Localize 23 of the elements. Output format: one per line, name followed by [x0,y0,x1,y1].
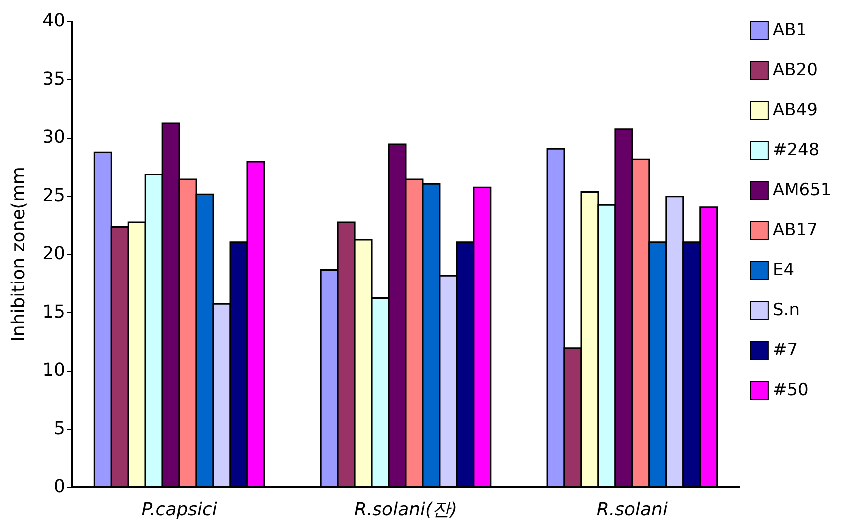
y-tick-label: 10 [42,360,66,381]
legend-label: #7 [773,340,798,360]
x-tick-label: R.solani [596,500,668,520]
legend-label: S.n [773,300,800,320]
y-tick-label: 35 [42,68,66,90]
y-tick-label: 5 [54,418,66,440]
y-tick-label: 40 [42,10,66,32]
legend-label: #50 [773,380,809,400]
y-tick-label: 15 [42,302,66,323]
x-tick-label: R.solani(잔) [354,500,458,520]
legend-label: AB17 [773,220,818,240]
x-tick-label: P.capsici [142,500,218,520]
legend-label: #248 [773,140,820,160]
y-axis-title: Inhibition zone(mm [8,167,30,342]
legend-label: AM651 [773,180,832,200]
legend-label: AB49 [773,100,818,120]
y-tick-label: 20 [42,244,66,264]
y-tick-label: 30 [42,127,66,148]
y-tick-label: 25 [42,185,66,206]
legend-label: AB1 [773,20,808,40]
legend-label: AB20 [773,60,818,80]
y-tick-label: 0 [54,476,66,498]
legend-label: E4 [773,260,795,280]
